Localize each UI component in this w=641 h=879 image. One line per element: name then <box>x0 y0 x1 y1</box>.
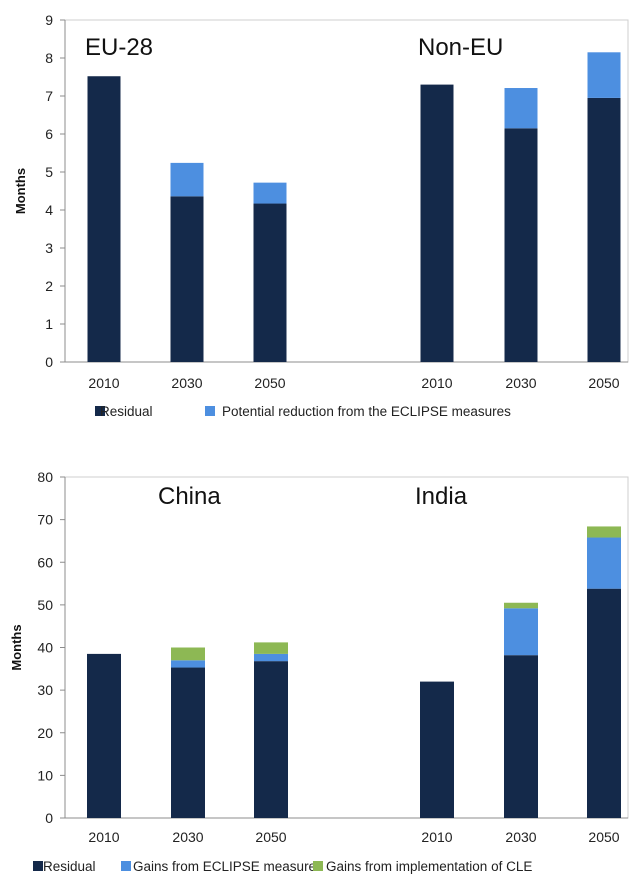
bar-segment <box>171 660 205 668</box>
x-tick-label: 2010 <box>88 829 119 845</box>
x-tick-label: 2050 <box>254 375 285 391</box>
group-label: China <box>158 483 221 510</box>
y-tick-label: 50 <box>37 597 53 613</box>
x-tick-label: 2010 <box>421 375 452 391</box>
y-tick-label: 9 <box>45 12 53 28</box>
y-tick-label: 8 <box>45 50 53 66</box>
bar-segment <box>504 88 538 129</box>
x-tick-label: 2030 <box>505 829 536 845</box>
y-axis-title: Months <box>13 168 28 214</box>
bar-segment <box>170 196 204 362</box>
x-tick-label: 2030 <box>172 829 203 845</box>
y-tick-label: 80 <box>37 469 53 485</box>
bar-segment <box>587 537 621 589</box>
legend-swatch <box>205 406 215 416</box>
y-tick-label: 3 <box>45 240 53 256</box>
x-tick-label: 2010 <box>421 829 452 845</box>
legend-swatch <box>313 861 323 871</box>
legend-swatch <box>33 861 43 871</box>
x-tick-label: 2030 <box>505 375 536 391</box>
y-tick-label: 6 <box>45 126 53 142</box>
x-tick-label: 2050 <box>255 829 286 845</box>
bar-segment <box>254 661 288 818</box>
bar-segment <box>587 97 621 363</box>
bar-segment <box>253 182 287 204</box>
bar-segment <box>587 526 621 538</box>
y-tick-label: 0 <box>45 354 53 370</box>
bar-segment <box>253 203 287 362</box>
y-tick-label: 0 <box>45 810 53 826</box>
bar-segment <box>420 681 454 818</box>
bar-segment <box>254 653 288 662</box>
x-tick-label: 2010 <box>88 375 119 391</box>
x-tick-label: 2050 <box>588 375 619 391</box>
bar-segment <box>420 84 454 362</box>
bar-segment <box>254 642 288 654</box>
bar-segment <box>587 52 621 98</box>
y-tick-label: 4 <box>45 202 53 218</box>
group-label: Non-EU <box>418 34 503 61</box>
chart-eu-noneu: 0 1 2 3 4 5 6 7 8 9 Months 2010 2030 2050 2010 2030 2050… <box>13 12 629 419</box>
y-tick-label: 20 <box>37 725 53 741</box>
legend-label: Potential reduction from the ECLIPSE mea… <box>222 404 511 419</box>
legend-label: Gains from implementation of CLE <box>326 859 532 874</box>
group-label: India <box>415 483 468 510</box>
y-axis-title: Months <box>9 624 24 670</box>
bar-segment <box>170 162 204 197</box>
bar-segment <box>504 128 538 362</box>
group-label: EU-28 <box>85 34 153 61</box>
y-tick-label: 40 <box>37 640 53 656</box>
bar-segment <box>87 76 121 363</box>
y-tick-label: 60 <box>37 554 53 570</box>
bar-segment <box>587 588 621 818</box>
bar-segment <box>504 602 538 609</box>
y-tick-label: 2 <box>45 278 53 294</box>
bar-segment <box>87 653 121 818</box>
plot-frame <box>64 19 629 363</box>
y-tick-label: 5 <box>45 164 53 180</box>
legend-label: Residual <box>43 859 96 874</box>
bar-segment <box>504 608 538 656</box>
y-tick-label: 70 <box>37 512 53 528</box>
y-tick-label: 30 <box>37 682 53 698</box>
legend-label: Residual <box>100 404 153 419</box>
bar-segment <box>171 667 205 818</box>
legend-swatch <box>95 406 105 416</box>
bar-segment <box>171 647 205 661</box>
plot-frame <box>64 476 629 819</box>
y-tick-label: 7 <box>45 88 53 104</box>
y-tick-label: 10 <box>37 767 53 783</box>
x-tick-label: 2050 <box>588 829 619 845</box>
bar-segment <box>504 655 538 818</box>
legend-swatch <box>121 861 131 871</box>
x-tick-label: 2030 <box>171 375 202 391</box>
y-tick-label: 1 <box>45 316 53 332</box>
legend-label: Gains from ECLIPSE measures <box>133 859 323 874</box>
